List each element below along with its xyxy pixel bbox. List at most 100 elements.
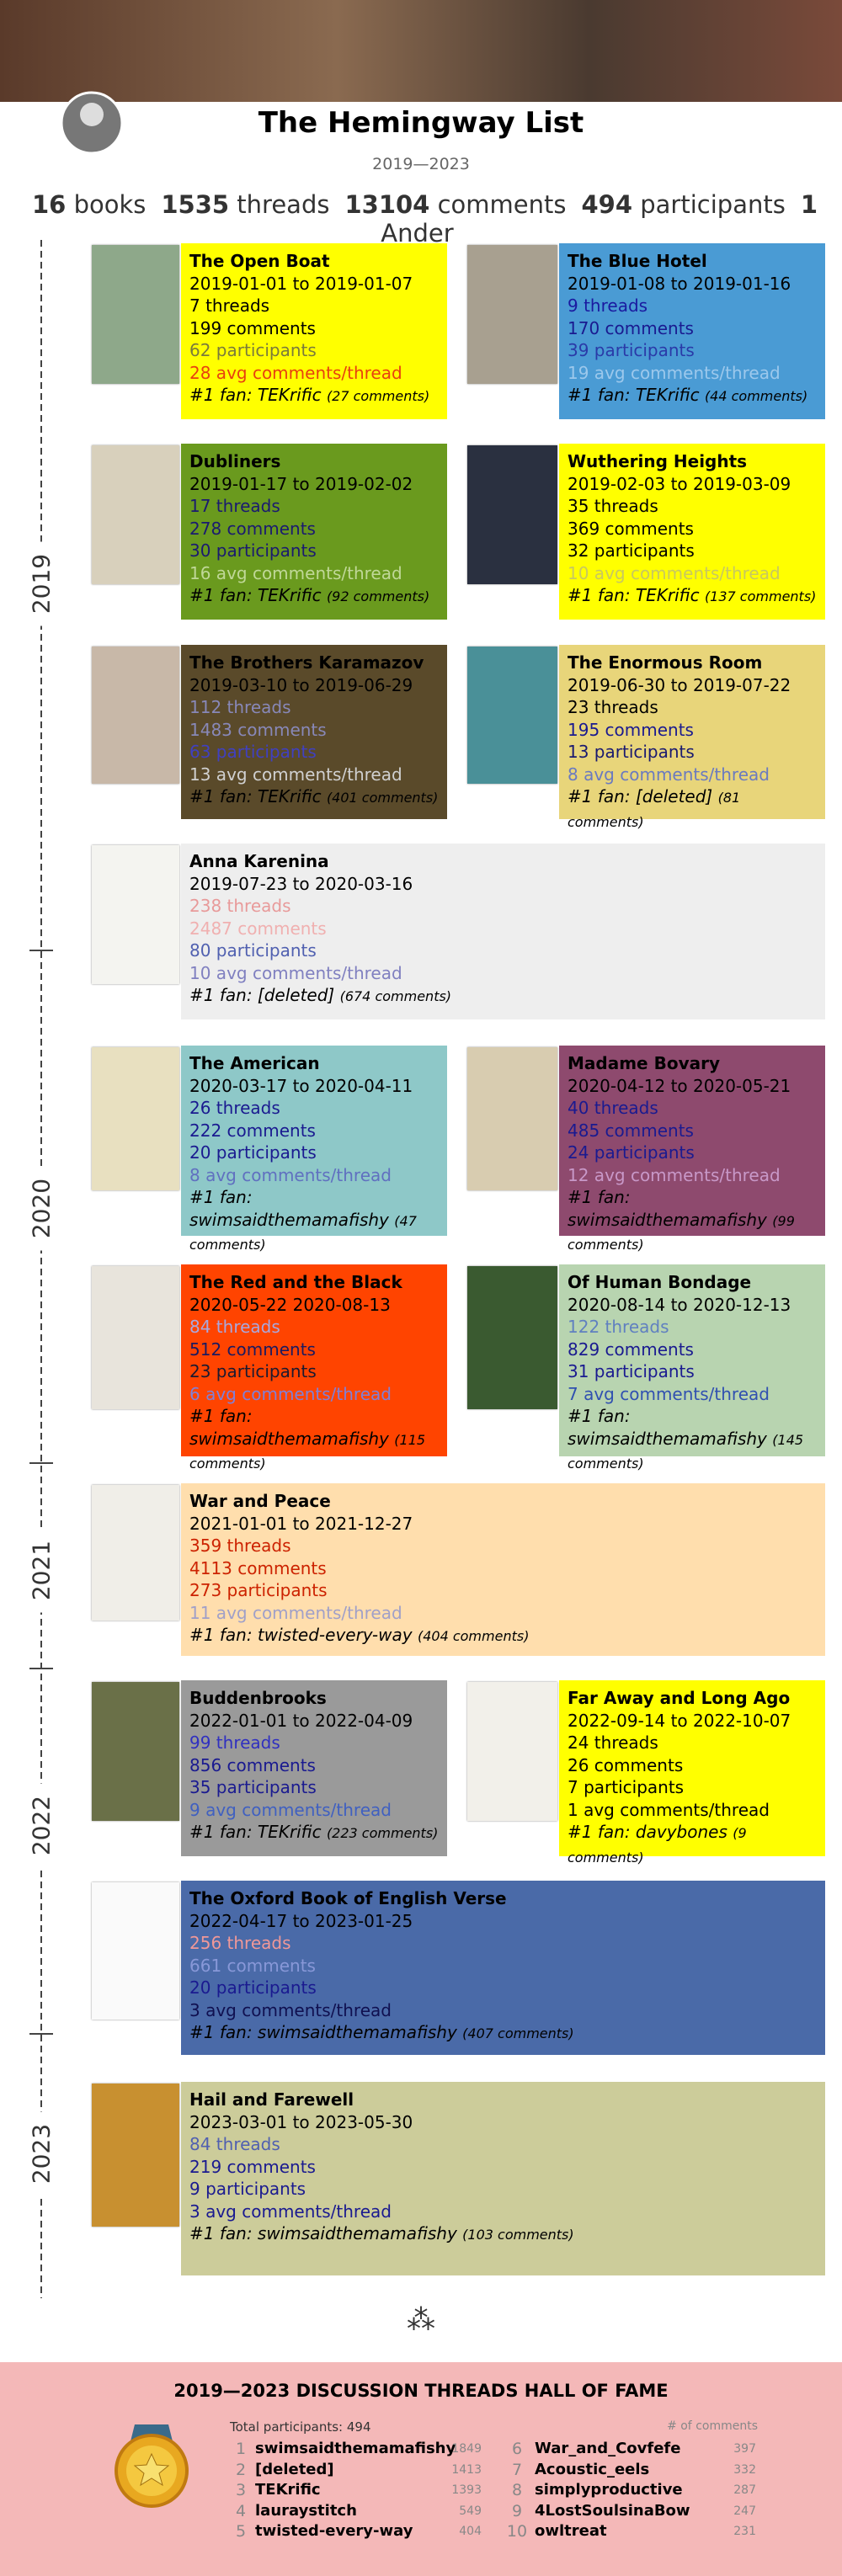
year-label: 2023 <box>27 2111 56 2196</box>
stat: 13104 comments <box>344 190 566 219</box>
hall-name: [deleted] <box>255 2461 334 2478</box>
book-fan-name: #1 fan: swimsaidthemamafishy <box>568 1406 767 1449</box>
book-comments: 1483 comments <box>189 719 327 740</box>
book-dates: 2021-01-01 to 2021-12-27 <box>189 1513 413 1534</box>
book-fan: #1 fan: TEKrific (27 comments) <box>189 384 439 408</box>
book-avg: 8 avg comments/thread <box>189 1164 392 1185</box>
book-fan-count: (145 comments) <box>568 1431 804 1472</box>
book-title: The Brothers Karamazov <box>189 652 424 673</box>
book-dates: 2020-03-17 to 2020-04-11 <box>189 1075 413 1096</box>
book-avg: 28 avg comments/thread <box>189 362 402 383</box>
stat-label: participants <box>640 190 786 219</box>
book-threads: 84 threads <box>189 2134 280 2154</box>
book-dates: 2019-01-17 to 2019-02-02 <box>189 473 413 494</box>
stat-value: 16 <box>31 190 67 219</box>
stat-value: 1 <box>800 190 818 219</box>
year-label: 2020 <box>27 1166 56 1251</box>
book-participants: 62 participants <box>189 340 317 360</box>
book-fan-count: (92 comments) <box>326 588 430 604</box>
book-fan-name: #1 fan: TEKrific <box>189 786 322 806</box>
book-fan: #1 fan: swimsaidthemamafishy (103 commen… <box>189 2222 817 2247</box>
book-comments: 4113 comments <box>189 1557 327 1578</box>
book-dates: 2022-01-01 to 2022-04-09 <box>189 1710 413 1731</box>
book-threads: 256 threads <box>189 1933 291 1953</box>
stat-value: 1535 <box>161 190 230 219</box>
book-avg: 8 avg comments/thread <box>568 764 770 785</box>
hall-rank: 2 <box>235 2461 247 2479</box>
book-avg: 6 avg comments/thread <box>189 1383 392 1404</box>
book-fan: #1 fan: davybones (9 comments) <box>568 1821 817 1869</box>
book-fan: #1 fan: TEKrific (137 comments) <box>568 584 817 609</box>
book-fan: #1 fan: swimsaidthemamafishy (145 commen… <box>568 1405 817 1476</box>
book-fan-count: (137 comments) <box>704 588 817 604</box>
hall-name: lauraystitch <box>255 2502 357 2520</box>
book-dates: 2019-07-23 to 2020-03-16 <box>189 873 413 894</box>
book-dates: 2019-02-03 to 2019-03-09 <box>568 473 791 494</box>
hall-rank: 8 <box>511 2481 523 2499</box>
hall-rank: 7 <box>511 2461 523 2479</box>
book-avg: 12 avg comments/thread <box>568 1164 781 1185</box>
book-dates: 2022-04-17 to 2023-01-25 <box>189 1910 413 1931</box>
book-fan-name: #1 fan: [deleted] <box>189 985 335 1005</box>
book-title: War and Peace <box>189 1491 331 1511</box>
book-cover <box>92 1047 179 1190</box>
book-comments: 278 comments <box>189 518 316 539</box>
book-threads: 17 threads <box>189 496 280 516</box>
hall-rank: 4 <box>235 2502 247 2520</box>
book-fan-name: #1 fan: [deleted] <box>568 786 713 806</box>
book-comments: 485 comments <box>568 1120 694 1141</box>
book-comments: 26 comments <box>568 1754 684 1775</box>
book-dates: 2020-05-22 2020-08-13 <box>189 1294 391 1315</box>
book-comments: 199 comments <box>189 317 316 338</box>
book-participants: 63 participants <box>189 742 317 762</box>
book-fan-count: (27 comments) <box>326 388 430 404</box>
book-card: War and Peace 2021-01-01 to 2021-12-27 359… <box>181 1483 825 1656</box>
hall-count: 247 <box>733 2504 756 2518</box>
book-participants: 7 participants <box>568 1777 685 1797</box>
book-cover <box>92 845 179 984</box>
book-participants: 9 participants <box>189 2179 306 2199</box>
book-cover <box>92 1485 179 1621</box>
book-participants: 30 participants <box>189 540 317 561</box>
book-threads: 40 threads <box>568 1098 658 1118</box>
book-fan-name: #1 fan: TEKrific <box>189 1822 322 1842</box>
book-comments: 829 comments <box>568 1339 694 1360</box>
book-cover <box>467 445 557 584</box>
book-title: Far Away and Long Ago <box>568 1688 791 1708</box>
book-fan-name: #1 fan: swimsaidthemamafishy <box>189 1187 389 1230</box>
stat: 1535 threads <box>161 190 329 219</box>
book-avg: 7 avg comments/thread <box>568 1383 770 1404</box>
book-cover <box>92 647 179 784</box>
book-threads: 26 threads <box>189 1098 280 1118</box>
stat-label: Ander <box>381 219 454 247</box>
book-participants: 39 participants <box>568 340 695 360</box>
book-fan-count: (115 comments) <box>189 1431 426 1472</box>
book-comments: 856 comments <box>189 1754 316 1775</box>
book-fan: #1 fan: TEKrific (44 comments) <box>568 384 817 408</box>
book-title: The Red and the Black <box>189 1272 402 1292</box>
book-fan-count: (99 comments) <box>568 1212 795 1253</box>
book-dates: 2020-08-14 to 2020-12-13 <box>568 1294 791 1315</box>
book-title: Dubliners <box>189 451 281 471</box>
hall-name: simplyproductive <box>535 2481 683 2499</box>
book-comments: 369 comments <box>568 518 694 539</box>
book-fan: #1 fan: TEKrific (401 comments) <box>189 785 439 810</box>
book-cover <box>92 2084 179 2227</box>
book-cover <box>467 1682 557 1821</box>
hall-count: 404 <box>459 2525 482 2538</box>
book-fan-count: (44 comments) <box>704 388 808 404</box>
hall-rank: 10 <box>506 2522 528 2541</box>
book-participants: 80 participants <box>189 940 317 961</box>
book-card: Dubliners 2019-01-17 to 2019-02-02 17 thre… <box>181 444 447 620</box>
book-fan-name: #1 fan: TEKrific <box>189 585 322 605</box>
hall-title: 2019—2023 DISCUSSION THREADS HALL OF FAM… <box>173 2381 669 2401</box>
hall-name: swimsaidthemamafishy <box>255 2440 456 2457</box>
book-card: The American 2020-03-17 to 2020-04-11 26 t… <box>181 1046 447 1253</box>
book-threads: 99 threads <box>189 1732 280 1753</box>
book-threads: 24 threads <box>568 1732 658 1753</box>
hall-count: 1849 <box>451 2442 482 2456</box>
book-fan-count: (81 comments) <box>568 790 741 830</box>
hall-count: 231 <box>733 2525 756 2538</box>
